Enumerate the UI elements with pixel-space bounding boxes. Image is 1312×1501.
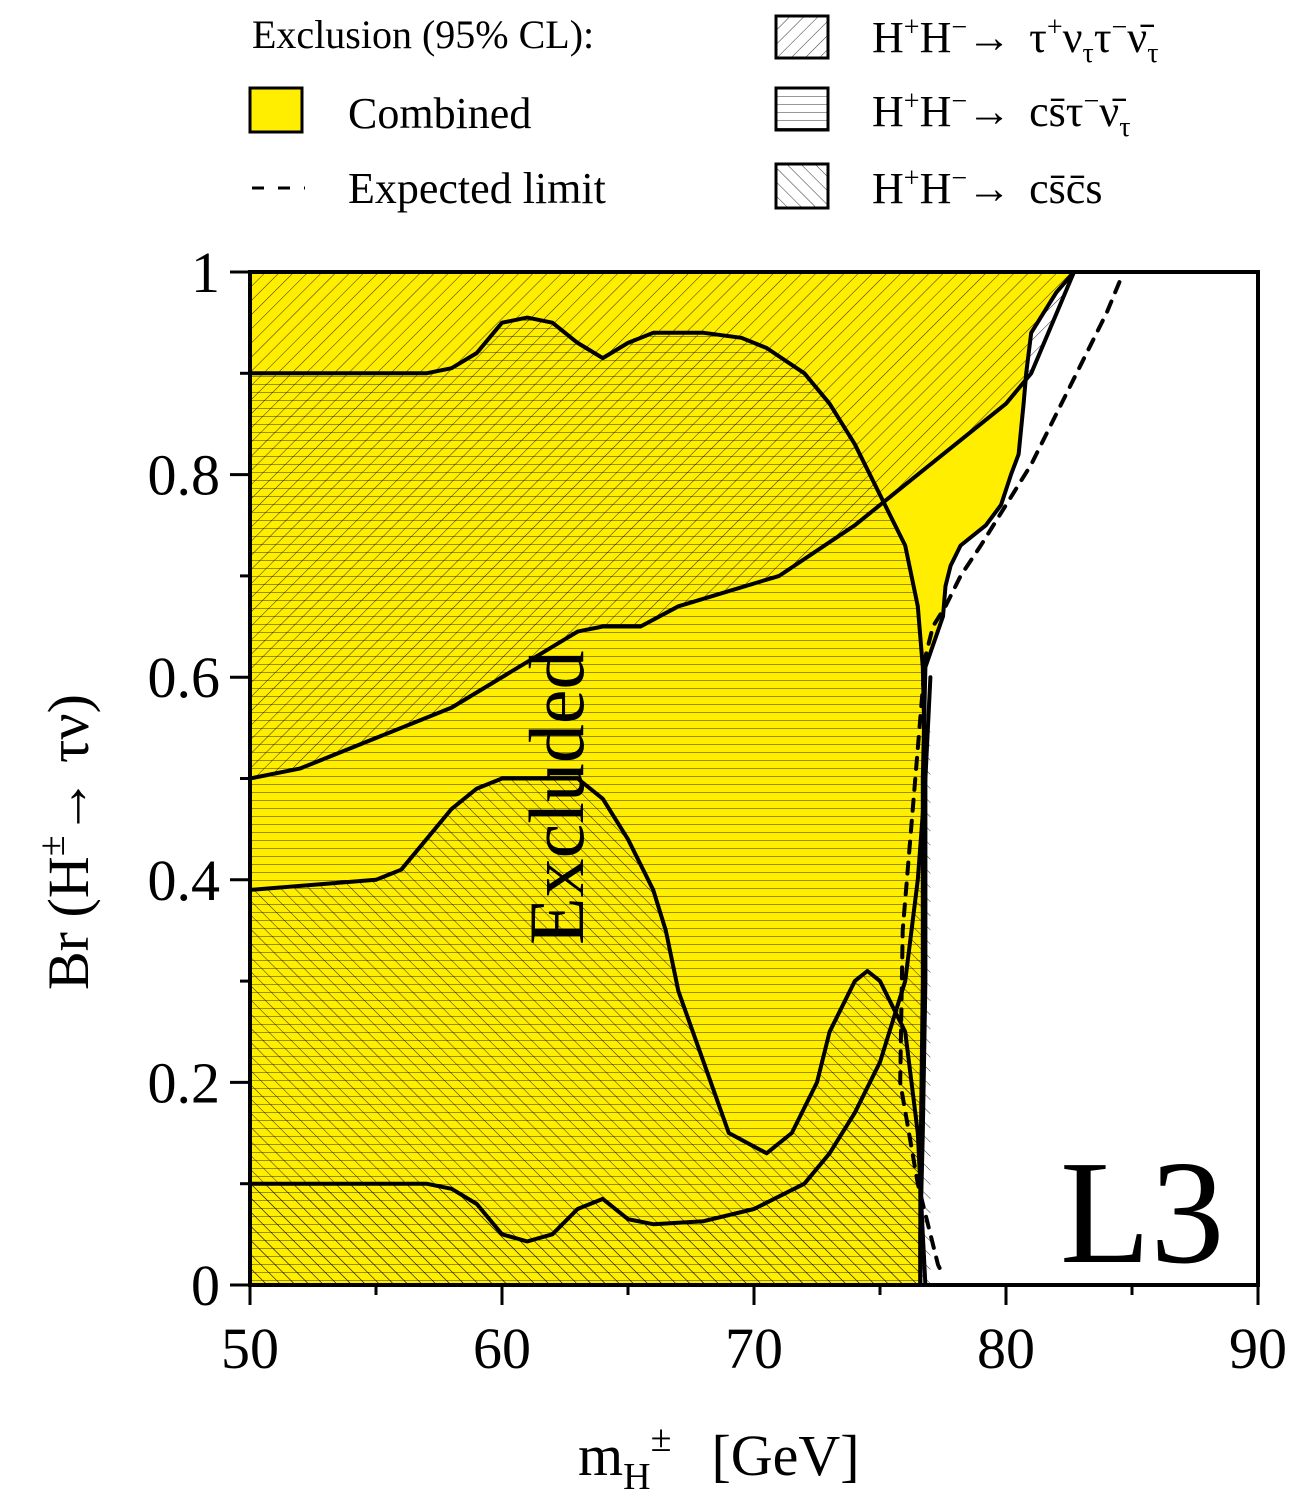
- cscs-region-lower: [250, 677, 931, 1285]
- x-axis-title: mH± [GeV]: [578, 1418, 860, 1498]
- svg-text:H+H−→cs̄c̄s: H+H−→ cs̄c̄s: [872, 163, 1102, 213]
- axes: 50 60 70 80 90 0 0.2 0.4 0.6 0.8 1: [148, 240, 1288, 1381]
- legend: Exclusion (95% CL): Combined Expected li…: [248, 12, 1158, 213]
- excluded-label: Excluded: [513, 650, 600, 945]
- legend-cstau-swatch: [774, 86, 830, 132]
- svg-text:mH±[GeV]: mH± [GeV]: [578, 1418, 860, 1498]
- x-tick-label: 80: [977, 1316, 1035, 1381]
- svg-text:H+H−→τ+νττ−ν̄τ: H+H−→ τ+νττ−ν̄τ: [872, 12, 1158, 69]
- legend-cstau-label: H+H−→ cs̄τ−ν̄τ: [872, 86, 1130, 143]
- legend-heading: Exclusion (95% CL):: [252, 12, 594, 57]
- svg-text:H+H−→cs̄τ−ν̄τ: H+H−→ cs̄τ−ν̄τ: [872, 86, 1130, 143]
- x-tick-label: 90: [1229, 1316, 1287, 1381]
- y-tick-label: 0.8: [148, 443, 221, 508]
- y-tick-label: 1: [191, 240, 220, 305]
- cscs-lower-boundary-line: [250, 675, 933, 1244]
- y-tick-label: 0.4: [148, 848, 221, 913]
- cstau-boundary-line: [250, 315, 928, 1285]
- y-axis-title: Br (H±→ τν): [31, 694, 101, 990]
- plot-area: [250, 272, 1122, 1285]
- combined-boundary-line: [918, 272, 1076, 1285]
- cscs-region-upper: [250, 778, 926, 1285]
- y-tick-label: 0: [191, 1253, 220, 1318]
- expected-limit-line: [898, 280, 1122, 1277]
- x-tick-label: 50: [221, 1316, 279, 1381]
- legend-tautau-swatch: [774, 14, 830, 60]
- legend-tautau-label: H+H−→ τ+νττ−ν̄τ: [872, 12, 1158, 69]
- svg-text:Br (H±→ τν): Br (H±→ τν): [31, 694, 101, 990]
- legend-cscs-swatch: [774, 162, 830, 210]
- x-tick-label: 70: [725, 1316, 783, 1381]
- y-tick-label: 0.6: [148, 645, 221, 710]
- legend-combined-label: Combined: [348, 89, 531, 138]
- y-tick-label: 0.2: [148, 1050, 221, 1115]
- experiment-label: L3: [1060, 1131, 1224, 1295]
- legend-expected-label: Expected limit: [348, 164, 606, 213]
- legend-cscs-label: H+H−→ cs̄c̄s: [872, 163, 1102, 213]
- cscs-boundary-line: [250, 776, 928, 1285]
- legend-combined-swatch: [248, 86, 304, 134]
- x-tick-label: 60: [473, 1316, 531, 1381]
- tautau-boundary-line: [250, 272, 1076, 781]
